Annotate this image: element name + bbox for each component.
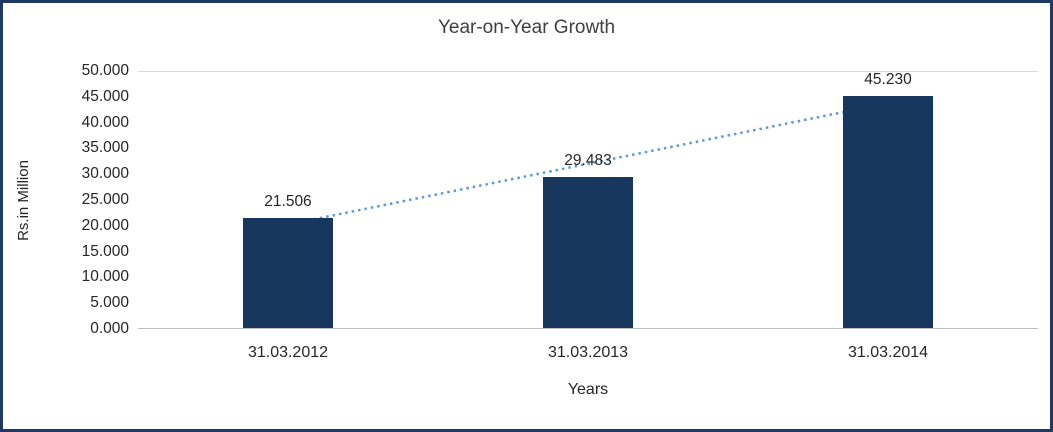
y-tick-label: 0.000 [90, 320, 129, 337]
plot-area: 21.506 29.483 45.230 [138, 71, 1038, 329]
x-tick-label: 31.03.2012 [247, 344, 329, 361]
y-tick-label: 20.000 [81, 216, 129, 234]
bar-31.03.2012 [242, 217, 333, 328]
y-tick-label: 30.000 [81, 165, 129, 183]
y-tick-label: 35.000 [81, 139, 129, 157]
y-axis-ticks: 0.000 5.000 10.000 15.000 20.000 25.000 30.000… [3, 62, 129, 337]
y-tick-label: 10.000 [81, 268, 129, 286]
y-tick-label: 25.000 [81, 191, 129, 208]
x-tick-label: 31.03.2013 [547, 344, 629, 361]
y-tick-label: 15.000 [81, 242, 129, 260]
trendline-path [288, 103, 888, 224]
y-tick-label: 45.000 [81, 87, 129, 105]
trendline [138, 72, 1038, 328]
y-tick-label: 5.000 [90, 294, 129, 312]
x-tick-label: 31.03.2014 [847, 344, 929, 361]
bar-value-label: 45.230 [864, 71, 912, 89]
x-axis-title: Years [567, 381, 609, 398]
y-tick-label: 40.000 [81, 113, 129, 131]
bar-31.03.2013 [543, 177, 633, 328]
bar-31.03.2014 [843, 96, 933, 328]
chart-title: Year-on-Year Growth [437, 17, 616, 38]
bar-value-label: 29.483 [564, 152, 612, 170]
y-tick-label: 50.000 [81, 62, 129, 79]
bar-value-label: 21.506 [264, 192, 312, 210]
x-axis-labels: 31.03.2012 31.03.2013 31.03.2014 [138, 344, 1038, 364]
